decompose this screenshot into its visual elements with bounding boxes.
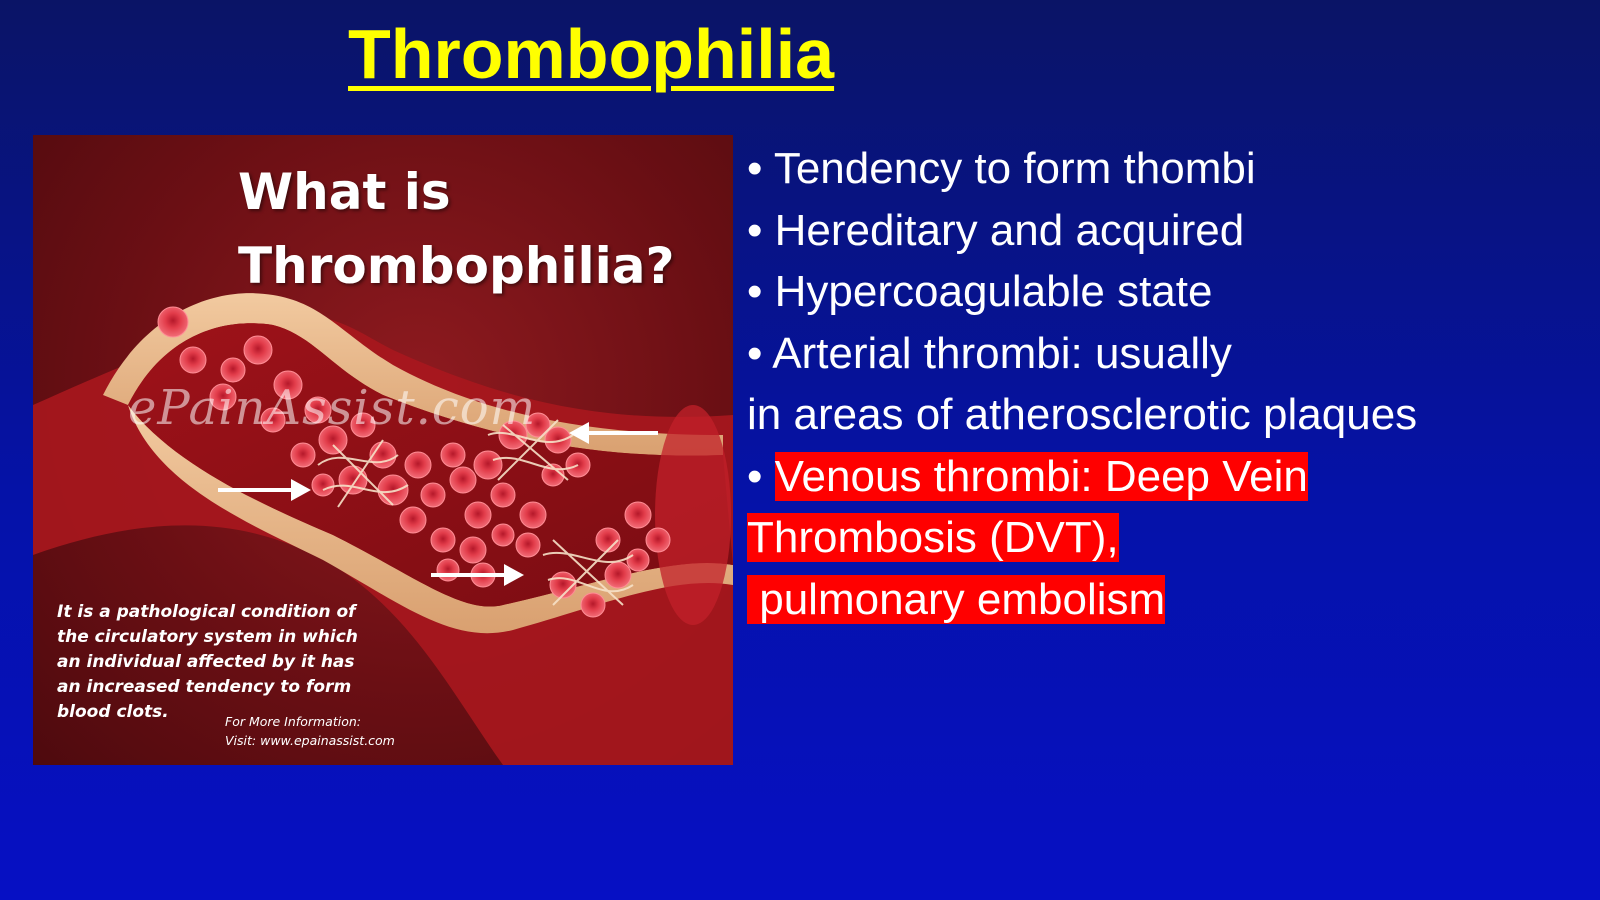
illustration-heading-line-2: Thrombophilia?: [238, 237, 675, 295]
illustration-heading: What is Thrombophilia?: [238, 155, 718, 303]
bullet-item: • Hereditary and acquired: [747, 205, 1245, 255]
caption-line: an increased tendency to form: [57, 677, 352, 697]
caption-line: blood clots.: [57, 702, 169, 722]
bullet-item-highlighted: Thrombosis (DVT),: [747, 507, 1587, 569]
bullet-item: • Hypercoagulable state: [747, 267, 1213, 316]
highlighted-text: Thrombosis (DVT),: [747, 513, 1119, 562]
bullet-item-highlighted: • Venous thrombi: Deep Vein: [747, 446, 1587, 508]
illustration-caption: It is a pathological condition of the ci…: [57, 600, 358, 725]
info-url: Visit: www.epainassist.com: [225, 733, 395, 748]
bullet-item: in areas of atherosclerotic plaques: [747, 390, 1418, 439]
bullet-item-highlighted: pulmonary embolism: [747, 569, 1587, 631]
illustration-info: For More Information: Visit: www.epainas…: [225, 712, 395, 750]
bullet-list: • Tendency to form thombi • Hereditary a…: [747, 138, 1587, 630]
caption-line: It is a pathological condition of: [57, 602, 356, 622]
thrombophilia-illustration: What is Thrombophilia? ePainAssist.com I…: [33, 135, 733, 765]
highlighted-text: pulmonary embolism: [747, 574, 1166, 624]
info-line-1: For More Information:: [225, 714, 361, 729]
caption-line: an individual affected by it has: [57, 652, 355, 672]
bullet-item: • Tendency to form thombi: [747, 144, 1256, 193]
highlighted-text: Venous thrombi: Deep Vein: [774, 451, 1308, 501]
caption-line: the circulatory system in which: [57, 627, 358, 647]
bullet-marker: •: [747, 451, 775, 501]
bullet-item: • Arterial thrombi: usually: [747, 328, 1232, 378]
slide-title: Thrombophilia: [348, 15, 835, 93]
watermark-text: ePainAssist.com: [128, 380, 537, 436]
blood-vessel-drawing: [33, 293, 733, 765]
illustration-heading-line-1: What is: [238, 163, 451, 221]
